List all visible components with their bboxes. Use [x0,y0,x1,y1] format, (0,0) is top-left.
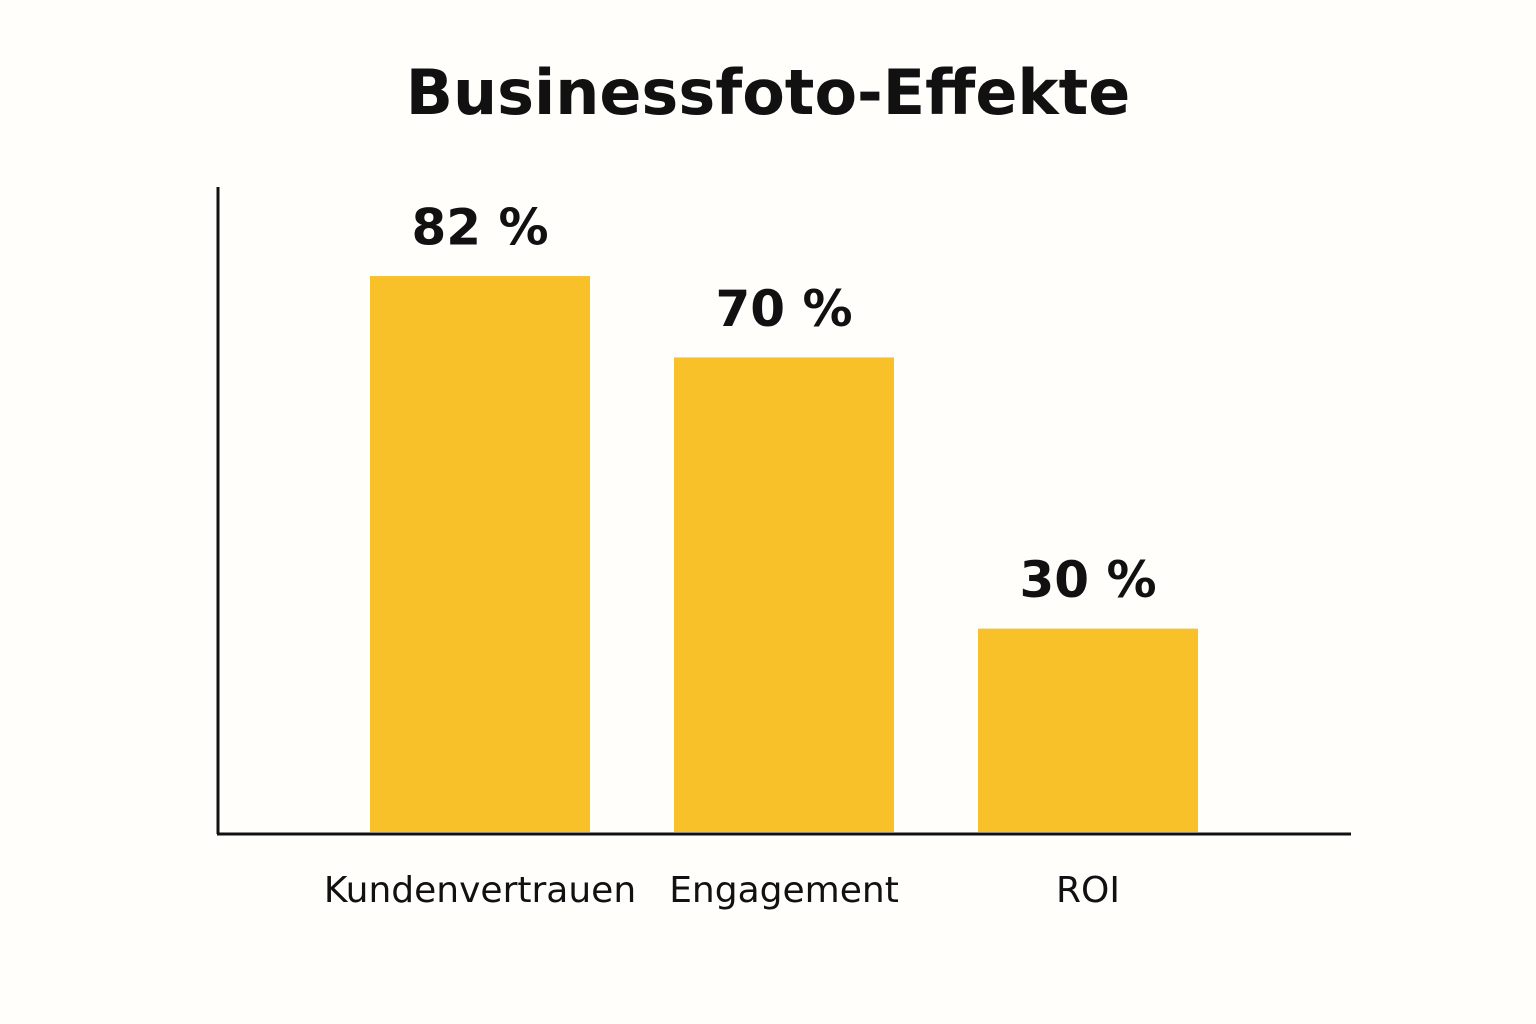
x-tick-label: Kundenvertrauen [324,870,636,911]
value-label: 82 % [411,199,548,257]
value-label: 70 % [715,280,852,338]
bar [674,357,894,832]
chart-title: Businessfoto-Effekte [406,56,1131,129]
x-tick-label: ROI [1056,870,1120,911]
bar [978,628,1198,832]
bar [370,276,590,832]
value-label: 30 % [1019,551,1156,609]
x-tick-label: Engagement [669,870,899,911]
